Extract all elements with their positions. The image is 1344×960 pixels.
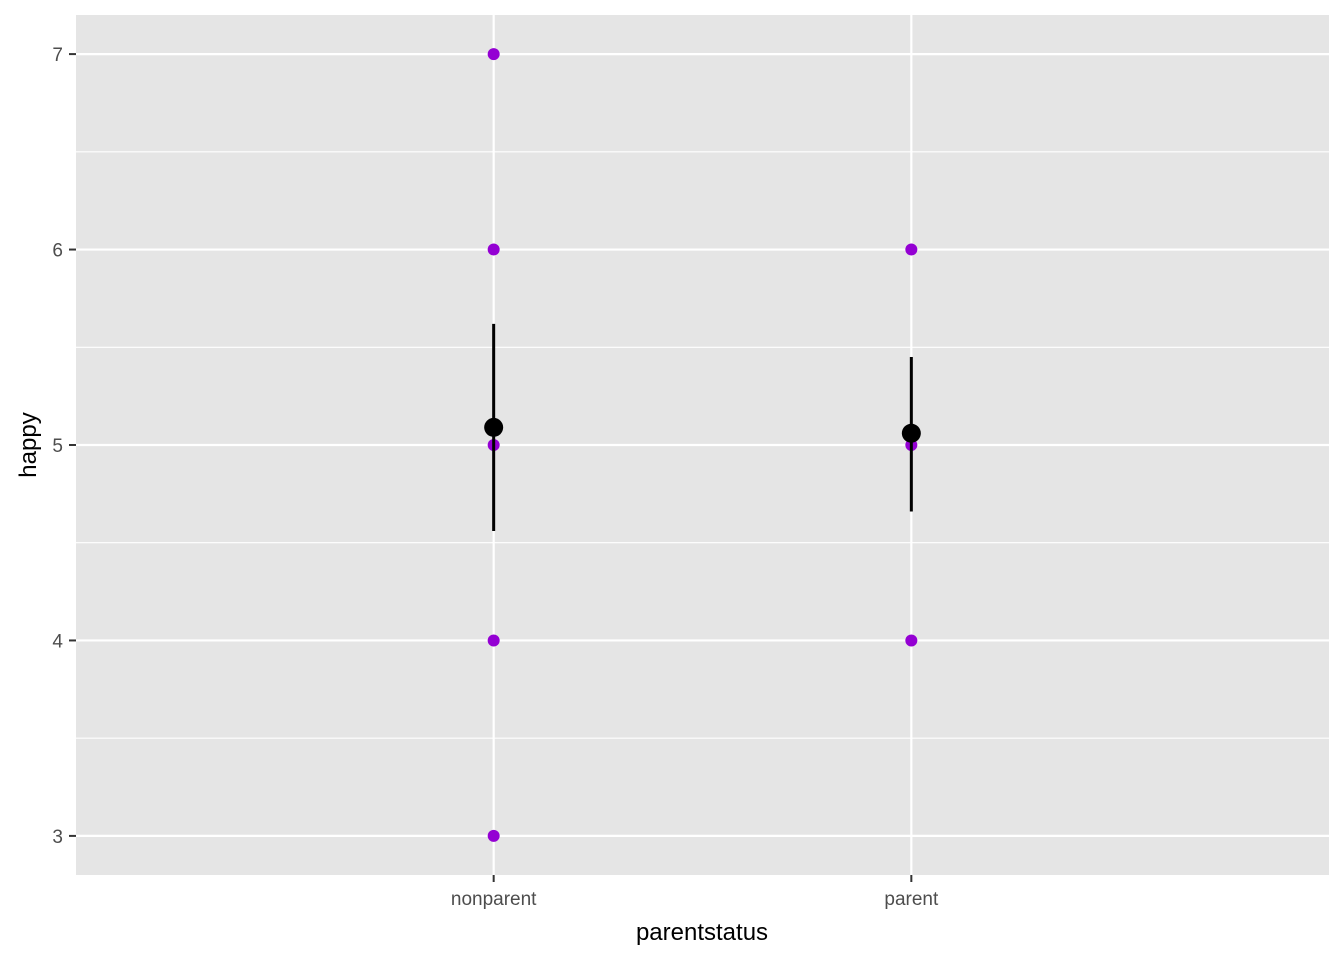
mean-point [901,423,921,443]
data-point [905,243,918,256]
data-point [487,243,500,256]
x-axis-title: parentstatus [636,919,768,946]
y-axis: 3 4 5 6 7 [52,45,76,848]
y-tick-label: 5 [52,436,63,457]
minor-gridlines [76,151,1329,739]
x-axis: nonparent parent [451,875,939,910]
y-tick-label: 3 [52,827,63,848]
data-point [487,634,500,647]
y-tick-label: 6 [52,241,63,262]
data-point [905,634,918,647]
mean-point [484,417,504,437]
x-tick-label: parent [884,889,939,910]
y-axis-title: happy [15,412,42,477]
data-point [487,48,500,61]
data-point [487,829,500,842]
summary-stats [484,323,921,531]
x-tick-label: nonparent [451,889,537,910]
y-tick-label: 7 [52,45,63,66]
y-tick-label: 4 [52,631,63,652]
